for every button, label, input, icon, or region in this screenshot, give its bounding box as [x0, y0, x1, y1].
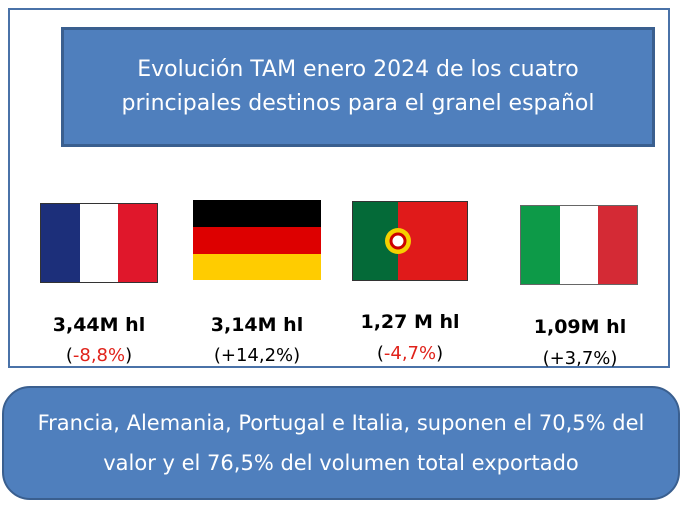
- volume: 1,09M hl: [533, 316, 627, 338]
- volume: 1,27 M hl: [360, 311, 460, 333]
- change-value: +14,2%: [220, 345, 294, 366]
- flag-italy: [520, 205, 638, 285]
- change: (+14,2%): [177, 345, 337, 366]
- frame: [8, 8, 670, 368]
- change: (-4,7%): [330, 343, 490, 364]
- paren: ): [125, 345, 133, 366]
- change-value: -4,7%: [383, 343, 437, 364]
- flag-portugal: [352, 201, 468, 281]
- paren: ): [436, 343, 444, 364]
- change-value: +3,7%: [549, 348, 611, 369]
- paren: (: [542, 348, 550, 369]
- volume: 3,14M hl: [210, 314, 304, 336]
- change: (-8,8%): [19, 345, 179, 366]
- title-box: Evolución TAM enero 2024 de los cuatro p…: [61, 27, 655, 147]
- note-box: Francia, Alemania, Portugal e Italia, su…: [2, 386, 680, 500]
- note: Francia, Alemania, Portugal e Italia, su…: [37, 411, 645, 475]
- paren: (: [376, 343, 384, 364]
- paren: (: [65, 345, 73, 366]
- title: Evolución TAM enero 2024 de los cuatro p…: [121, 57, 595, 116]
- paren: ): [293, 345, 301, 366]
- paren: (: [213, 345, 221, 366]
- change-value: -8,8%: [72, 345, 126, 366]
- volume: 3,44M hl: [52, 314, 146, 336]
- paren: ): [610, 348, 618, 369]
- flag-france: [40, 203, 158, 283]
- flag-germany: [193, 200, 321, 280]
- change: (+3,7%): [500, 348, 660, 369]
